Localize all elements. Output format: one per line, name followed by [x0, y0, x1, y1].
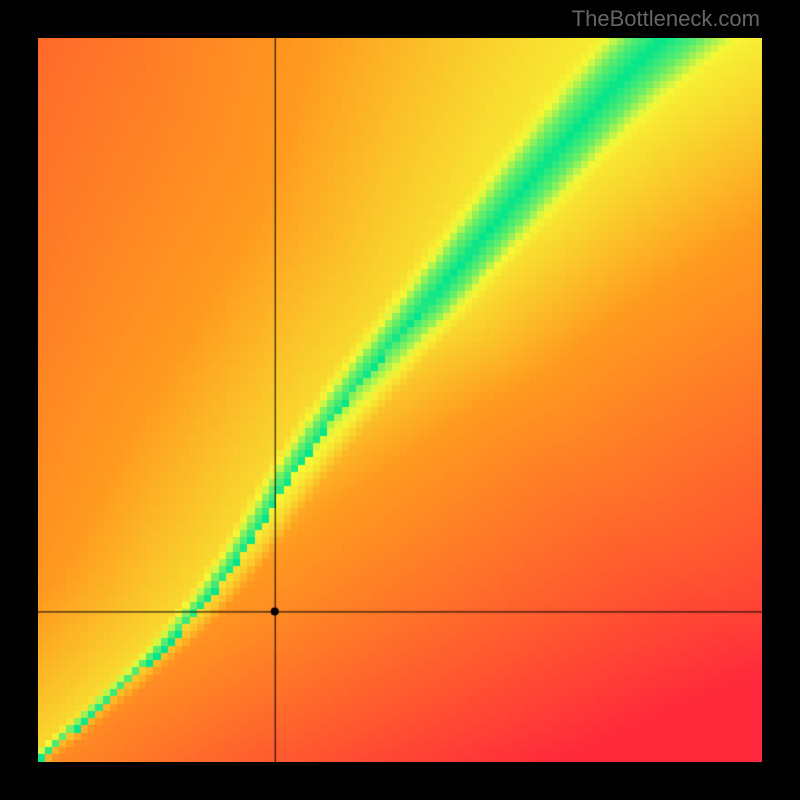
heatmap-plot: [38, 38, 762, 762]
chart-container: TheBottleneck.com: [0, 0, 800, 800]
watermark: TheBottleneck.com: [572, 6, 760, 32]
heatmap-canvas: [38, 38, 762, 762]
